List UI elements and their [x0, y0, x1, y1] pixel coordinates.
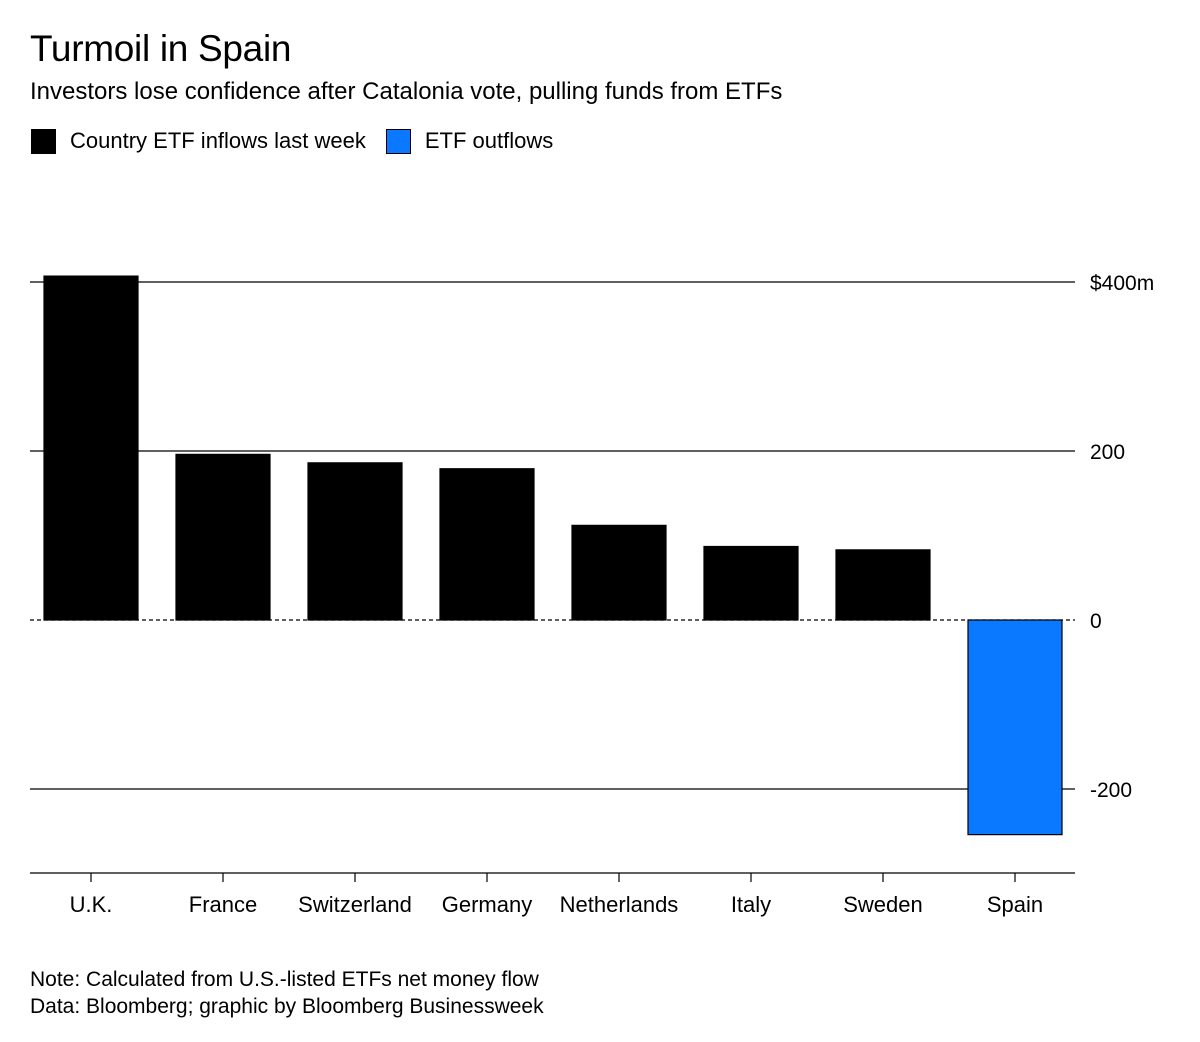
bar-spain [967, 619, 1063, 836]
legend-swatch-inflows [31, 128, 56, 154]
x-tick-label-italy: Italy [731, 892, 771, 917]
bar-germany [439, 468, 535, 621]
legend-label-outflows: ETF outflows [424, 128, 554, 153]
bar-france [175, 453, 271, 621]
x-tick-label-uk: U.K. [70, 892, 113, 917]
y-tick-label-400: $400m [1090, 272, 1154, 295]
bar-italy [703, 545, 799, 621]
legend-label-inflows: Country ETF inflows last week [70, 128, 366, 153]
y-tick-label-0: 0 [1090, 610, 1102, 633]
footer-source: Data: Bloomberg; graphic by Bloomberg Bu… [30, 995, 544, 1018]
x-tick-label-switzerland: Switzerland [298, 892, 412, 917]
x-tick-label-netherlands: Netherlands [560, 892, 679, 917]
y-tick-label-200: 200 [1090, 441, 1125, 464]
chart-subtitle: Investors lose confidence after Cataloni… [30, 78, 783, 105]
bar-sweden [835, 549, 931, 621]
chart-title: Turmoil in Spain [30, 28, 292, 69]
legend: Country ETF inflows last week ETF outflo… [31, 128, 573, 154]
x-tick-label-france: France [189, 892, 257, 917]
footer-notes: Note: Calculated from U.S.-listed ETFs n… [30, 966, 544, 1020]
y-tick-label-neg200: -200 [1090, 779, 1132, 802]
legend-swatch-outflows [385, 128, 411, 154]
bar-uk [43, 275, 139, 621]
x-tick-label-sweden: Sweden [843, 892, 923, 917]
legend-item-inflows: Country ETF inflows last week [31, 128, 366, 154]
legend-item-outflows: ETF outflows [385, 128, 554, 154]
footer-note: Note: Calculated from U.S.-listed ETFs n… [30, 968, 539, 991]
bar-switzerland [307, 462, 403, 621]
x-tick-label-germany: Germany [442, 892, 532, 917]
x-tick-label-spain: Spain [987, 892, 1043, 917]
bar-netherlands [571, 524, 667, 621]
